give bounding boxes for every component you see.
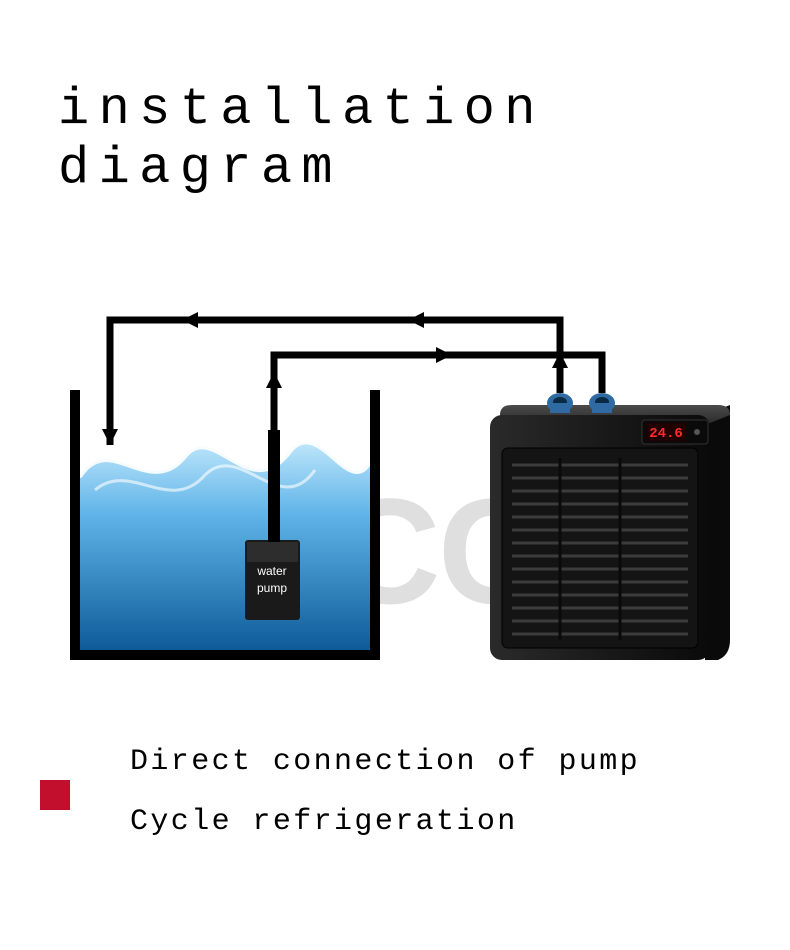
- bullet-marker: [40, 780, 70, 810]
- watermark-text: DSCC: [130, 465, 543, 638]
- arrow-up-icon: [552, 352, 568, 368]
- pump-outlet-pipe: [268, 430, 280, 542]
- caption-line-2: Cycle refrigeration: [130, 805, 518, 839]
- arrow-left-icon: [408, 312, 424, 328]
- arrow-up-icon: [266, 372, 282, 388]
- chiller-port-right: [589, 393, 615, 413]
- water-pump: water pump: [245, 430, 300, 620]
- flow-arrows: [102, 312, 568, 445]
- chiller-unit: 24.6: [490, 393, 730, 660]
- arrow-down-icon: [102, 429, 118, 445]
- pipe-from-chiller: [274, 320, 560, 393]
- pump-label-top: water: [256, 564, 286, 578]
- pipe-return-to-tank: [110, 320, 274, 445]
- water: [80, 425, 370, 650]
- pipe-network: [110, 320, 602, 445]
- chiller-display: 24.6: [642, 420, 708, 444]
- chiller-port-left: [547, 393, 573, 413]
- chiller-vents: [512, 465, 688, 634]
- pump-label-bottom: pump: [257, 581, 287, 595]
- arrow-right-icon: [436, 347, 452, 363]
- caption-line-1: Direct connection of pump: [130, 745, 640, 779]
- arrow-left-icon: [182, 312, 198, 328]
- page-title: installation diagram: [58, 80, 790, 198]
- water-tank: [70, 390, 380, 660]
- pipe-to-chiller: [274, 355, 602, 430]
- chiller-display-value: 24.6: [649, 426, 683, 442]
